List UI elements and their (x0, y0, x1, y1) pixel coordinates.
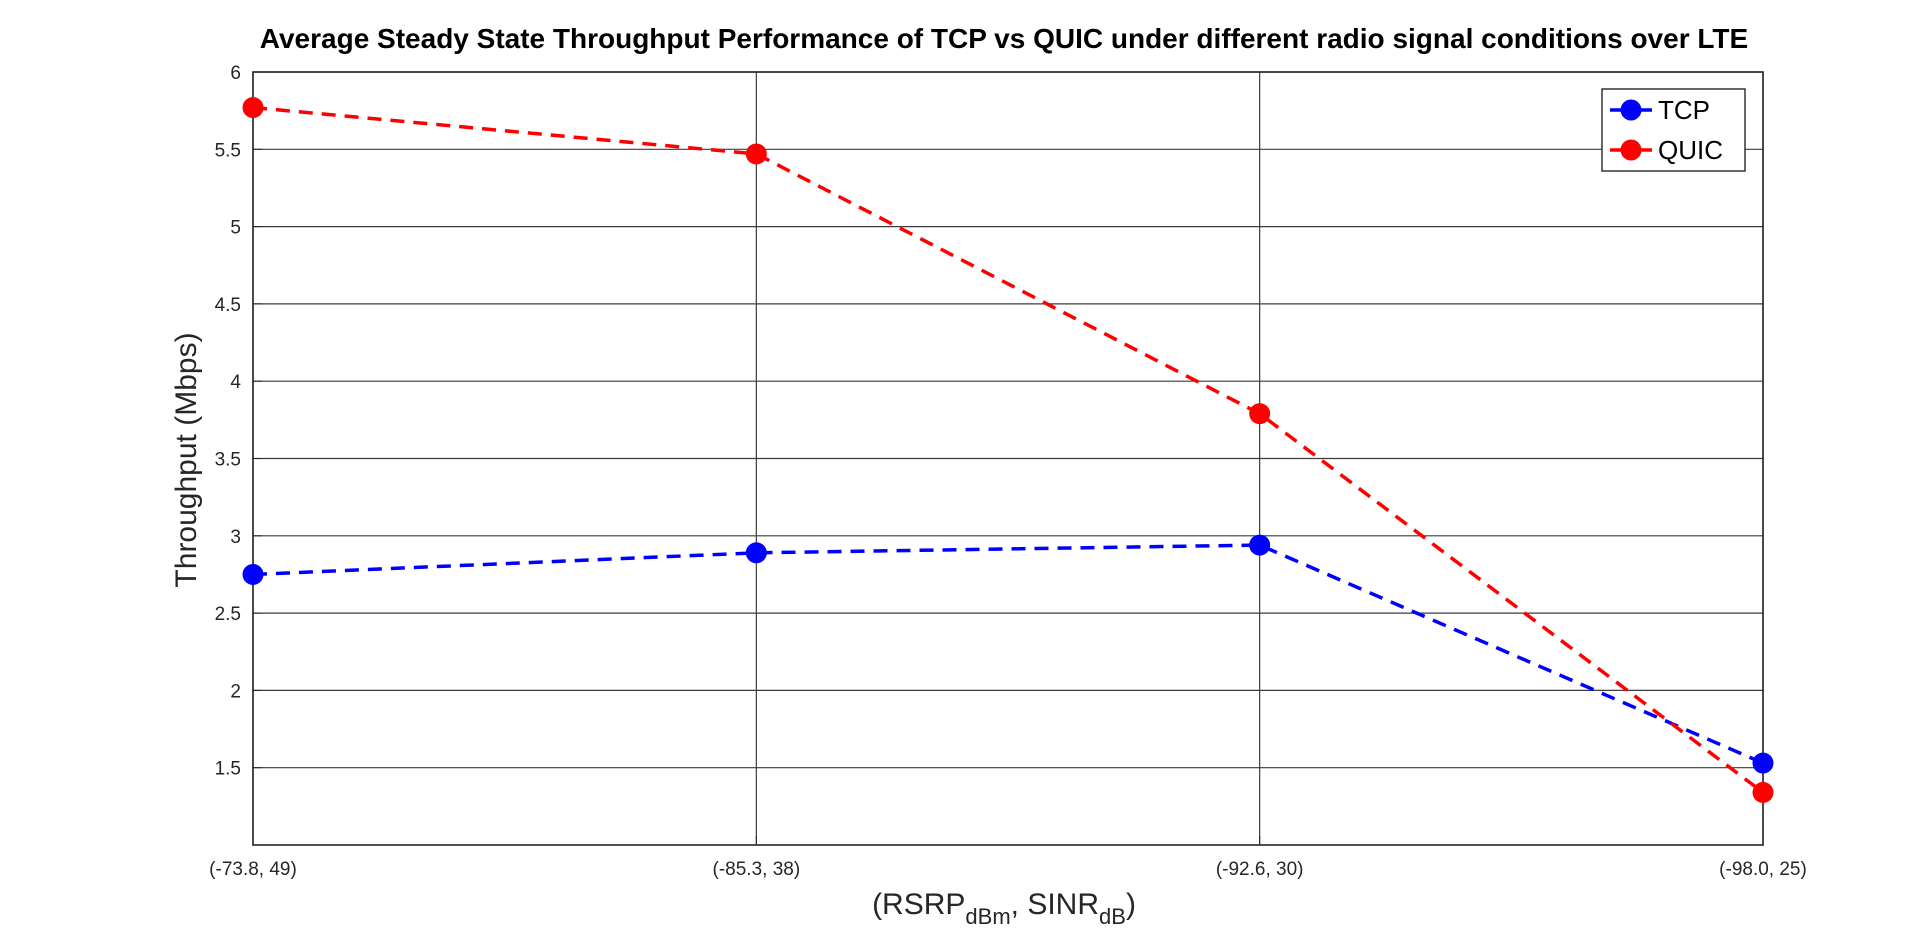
y-tick-label: 2.5 (215, 604, 241, 625)
y-tick-label: 4.5 (215, 295, 241, 316)
series-line-quic (252, 105, 1765, 794)
x-axis-label-sub-dbm: dBm (965, 904, 1010, 929)
legend-marker-quic (1620, 139, 1642, 161)
tick-labels: 1.5 2 2.5 3 3.5 4 4.5 5 5.5 6 (-73.8, 49) (-85.3, 3… (209, 63, 1807, 880)
chart-title: Average Steady State Throughput Performa… (260, 23, 1748, 54)
y-tick-label: 6 (230, 63, 241, 84)
x-tick-label: (-92.6, 30) (1216, 859, 1304, 880)
legend: TCP QUIC (1601, 88, 1746, 172)
data-point-quic (242, 97, 264, 119)
legend-label-quic: QUIC (1658, 135, 1723, 165)
plot-frame (252, 71, 1764, 846)
data-point-tcp (1249, 534, 1271, 556)
x-axis-label-mid: , SINR (1011, 888, 1099, 921)
data-point-tcp (242, 563, 264, 585)
data-point-quic (1249, 403, 1271, 425)
series-layer (242, 97, 1774, 803)
data-point-quic (1752, 781, 1774, 803)
axes (252, 71, 1764, 846)
x-tick-label: (-73.8, 49) (209, 859, 297, 880)
x-axis-label-main: (RSRP (872, 888, 965, 921)
y-tick-label: 1.5 (215, 759, 241, 780)
y-tick-label: 5.5 (215, 140, 241, 161)
x-axis-label-sub-db: dB (1099, 904, 1126, 929)
data-point-tcp (745, 542, 767, 564)
y-tick-label: 5 (230, 218, 241, 239)
legend-label-tcp: TCP (1658, 95, 1710, 125)
x-tick-label: (-98.0, 25) (1719, 859, 1807, 880)
legend-marker-tcp (1620, 99, 1642, 121)
data-point-tcp (1752, 752, 1774, 774)
x-axis-label-end: ) (1126, 888, 1136, 921)
y-axis-label: Throughput (Mbps) (170, 332, 203, 587)
x-axis-label: (RSRPdBm, SINRdB) (872, 888, 1136, 929)
y-tick-label: 2 (230, 681, 241, 702)
y-tick-label: 3.5 (215, 450, 241, 471)
y-tick-label: 3 (230, 527, 241, 548)
y-tick-label: 4 (230, 372, 241, 393)
data-point-quic (745, 143, 767, 165)
x-tick-label: (-85.3, 38) (713, 859, 801, 880)
